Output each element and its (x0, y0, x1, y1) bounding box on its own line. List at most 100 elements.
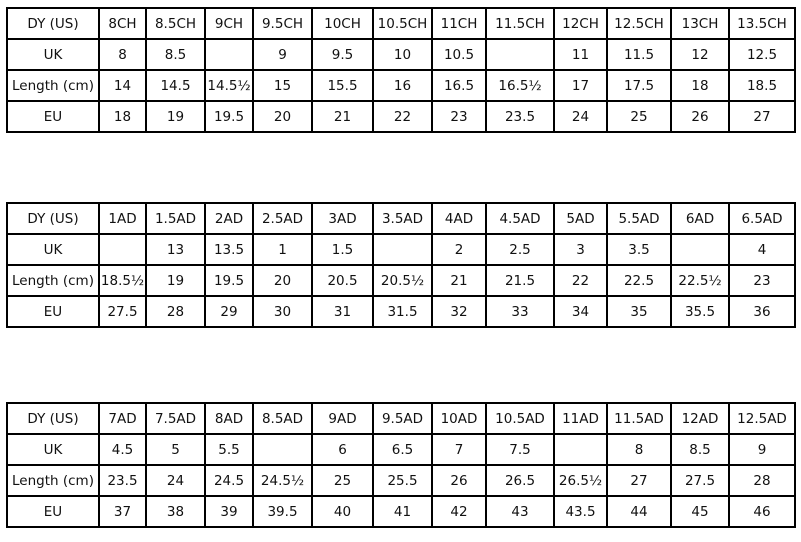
size-cell: 22 (553, 264, 608, 297)
size-cell: 16.5 (431, 69, 487, 102)
size-cell: 8.5 (670, 433, 730, 466)
row-header: EU (6, 100, 100, 133)
size-table: DY (US) 7AD 7.5AD 8AD 8.5AD 9AD 9.5AD 10AD 10.5A… (6, 402, 796, 528)
table-row: UK 13 13.5 1 1.5 2 2.5 3 3.5 4 (6, 233, 796, 266)
size-cell: 21.5 (485, 264, 555, 297)
size-cell: 16 (372, 69, 433, 102)
size-header: 7AD (98, 402, 147, 435)
size-cell: 10 (372, 38, 433, 71)
size-cell: 4 (728, 233, 796, 266)
size-cell: 16.5½ (485, 69, 555, 102)
size-table: DY (US) 8CH 8.5CH 9CH 9.5CH 10CH 10.5CH 11CH 11.… (6, 7, 796, 133)
size-cell: 3.5 (606, 233, 672, 266)
size-header: 11AD (553, 402, 608, 435)
size-cell: 44 (606, 495, 672, 528)
size-header: 1.5AD (145, 202, 206, 235)
table-row: Length (cm) 23.5 24 24.5 24.5½ 25 25.5 26 26.5 26… (6, 464, 796, 497)
size-cell: 31.5 (372, 295, 433, 328)
size-header: 8.5AD (252, 402, 313, 435)
size-header: 2AD (204, 202, 254, 235)
size-cell: 34 (553, 295, 608, 328)
size-cell: 14.5½ (204, 69, 254, 102)
size-cell: 14.5 (145, 69, 206, 102)
size-cell: 22 (372, 100, 433, 133)
size-cell: 2 (431, 233, 487, 266)
size-cell: 36 (728, 295, 796, 328)
size-header: 13CH (670, 7, 730, 40)
size-cell: 39.5 (252, 495, 313, 528)
size-cell: 27 (606, 464, 672, 497)
size-cell: 24 (553, 100, 608, 133)
size-header: 12CH (553, 7, 608, 40)
size-cell: 6.5 (372, 433, 433, 466)
size-header: 8AD (204, 402, 254, 435)
size-cell: 43 (485, 495, 555, 528)
size-cell: 13.5 (204, 233, 254, 266)
size-cell: 46 (728, 495, 796, 528)
size-header: 7.5AD (145, 402, 206, 435)
size-cell: 17 (553, 69, 608, 102)
size-cell: 29 (204, 295, 254, 328)
row-header: Length (cm) (6, 69, 100, 102)
table-row: EU 27.5 28 29 30 31 31.5 32 33 34 35 35.5 36 (6, 295, 796, 328)
size-cell: 7 (431, 433, 487, 466)
size-cell: 1.5 (311, 233, 374, 266)
size-cell: 12 (670, 38, 730, 71)
size-header: 10.5AD (485, 402, 555, 435)
size-cell: 21 (311, 100, 374, 133)
size-cell (98, 233, 147, 266)
size-cell: 33 (485, 295, 555, 328)
size-cell: 24.5½ (252, 464, 313, 497)
size-cell: 18.5½ (98, 264, 147, 297)
row-header: Length (cm) (6, 264, 100, 297)
size-header: 6AD (670, 202, 730, 235)
row-header: EU (6, 295, 100, 328)
size-header: 9AD (311, 402, 374, 435)
size-cell: 42 (431, 495, 487, 528)
size-header: 12.5AD (728, 402, 796, 435)
size-cell: 28 (728, 464, 796, 497)
size-cell: 24.5 (204, 464, 254, 497)
size-header: 5AD (553, 202, 608, 235)
size-header: 2.5AD (252, 202, 313, 235)
size-cell: 13 (145, 233, 206, 266)
size-cell: 9 (252, 38, 313, 71)
size-cell: 25.5 (372, 464, 433, 497)
size-header: 12.5CH (606, 7, 672, 40)
size-cell: 20.5 (311, 264, 374, 297)
size-cell: 20 (252, 264, 313, 297)
size-cell (553, 433, 608, 466)
row-header: EU (6, 495, 100, 528)
size-cell: 26.5½ (553, 464, 608, 497)
size-cell: 17.5 (606, 69, 672, 102)
size-cell: 21 (431, 264, 487, 297)
size-header: 9.5CH (252, 7, 313, 40)
size-cell: 14 (98, 69, 147, 102)
size-cell: 2.5 (485, 233, 555, 266)
size-cell: 41 (372, 495, 433, 528)
size-cell: 19 (145, 100, 206, 133)
size-cell: 5.5 (204, 433, 254, 466)
size-header: 5.5AD (606, 202, 672, 235)
size-cell: 18 (98, 100, 147, 133)
size-cell: 25 (606, 100, 672, 133)
row-header: Length (cm) (6, 464, 100, 497)
size-cell: 26 (431, 464, 487, 497)
size-cell: 35.5 (670, 295, 730, 328)
size-header: 10.5CH (372, 7, 433, 40)
size-header: 3AD (311, 202, 374, 235)
size-cell: 9 (728, 433, 796, 466)
size-cell: 19 (145, 264, 206, 297)
size-header: 13.5CH (728, 7, 796, 40)
size-cell: 35 (606, 295, 672, 328)
size-cell (204, 38, 254, 71)
size-header: 1AD (98, 202, 147, 235)
size-cell: 24 (145, 464, 206, 497)
size-header: 9CH (204, 7, 254, 40)
size-cell (372, 233, 433, 266)
table-row: UK 4.5 5 5.5 6 6.5 7 7.5 8 8.5 9 (6, 433, 796, 466)
size-cell: 15.5 (311, 69, 374, 102)
table-row: EU 37 38 39 39.5 40 41 42 43 43.5 44 45 46 (6, 495, 796, 528)
size-header: 8CH (98, 7, 147, 40)
table-row: DY (US) 8CH 8.5CH 9CH 9.5CH 10CH 10.5CH 11CH 11.… (6, 7, 796, 40)
